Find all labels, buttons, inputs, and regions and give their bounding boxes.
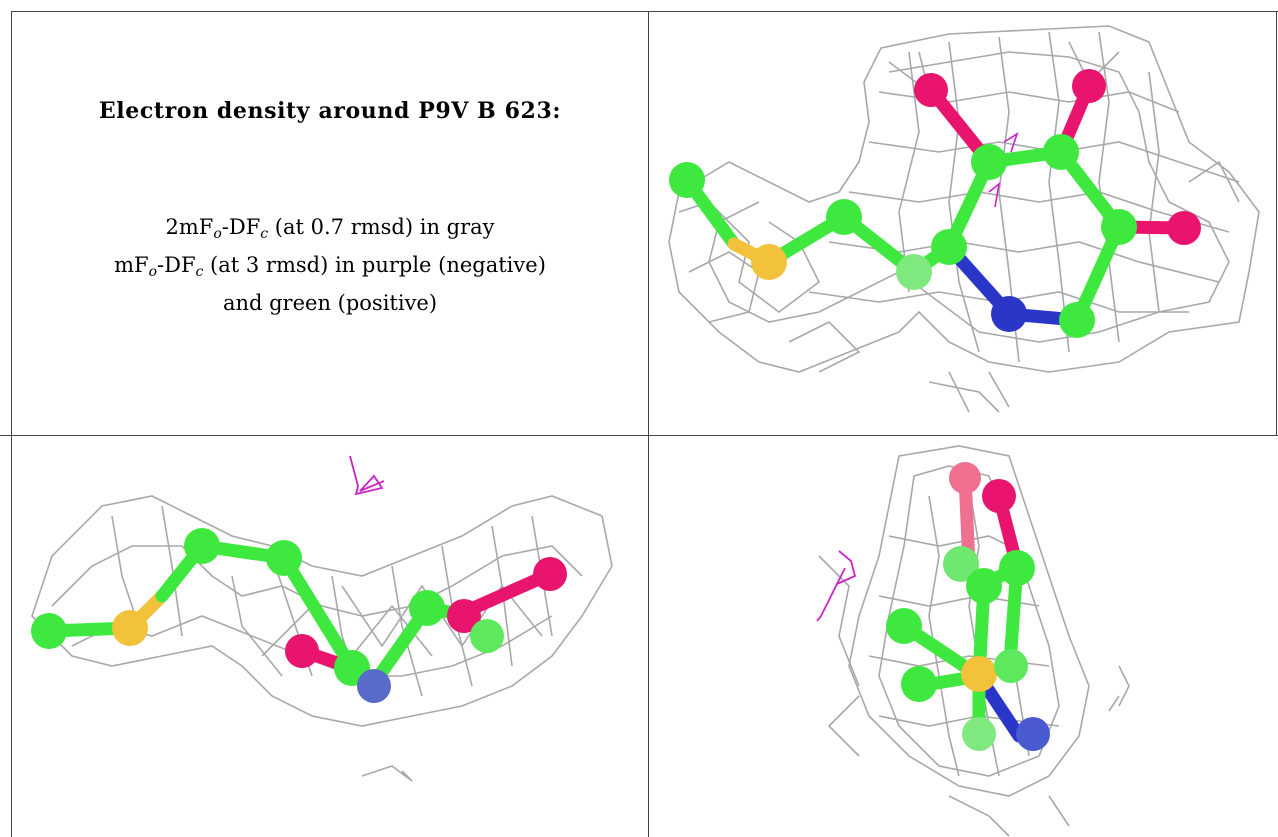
atom-carbon bbox=[669, 162, 705, 198]
molecule-view-2-svg bbox=[31, 455, 613, 782]
molecule-view-1-svg bbox=[668, 25, 1260, 413]
negative-density-blobs bbox=[988, 132, 1019, 208]
molecule-view-3-svg bbox=[816, 445, 1130, 837]
density-view-bottom-left bbox=[12, 436, 648, 837]
legend-line1-suffix: (at 0.7 rmsd) in gray bbox=[268, 215, 495, 239]
atoms bbox=[669, 69, 1201, 338]
legend-line2-sub-o: o bbox=[148, 264, 158, 280]
legend-line-2mfo: 2mFo-DFc (at 0.7 rmsd) in gray bbox=[12, 208, 648, 246]
atom-oxygen bbox=[447, 599, 481, 633]
atom-carbon bbox=[943, 546, 979, 582]
atom-oxygen bbox=[285, 634, 319, 668]
atom-carbon bbox=[966, 568, 1002, 604]
legend-line2-suffix: (at 3 rmsd) in purple (negative) bbox=[203, 253, 546, 277]
caption-panel: Electron density around P9V B 623: 2mFo-… bbox=[12, 12, 648, 435]
grid-top-border bbox=[11, 11, 1278, 12]
atom-sulfur bbox=[751, 244, 787, 280]
atom-carbon bbox=[1059, 302, 1095, 338]
atom-carbon bbox=[962, 717, 996, 751]
atom-carbon bbox=[470, 619, 504, 653]
atom-nitrogen bbox=[991, 296, 1027, 332]
grid-right-border bbox=[1276, 11, 1277, 435]
atom-carbon bbox=[1043, 134, 1079, 170]
atom-carbon bbox=[266, 540, 302, 576]
atom-oxygen bbox=[1072, 69, 1106, 103]
atom-carbon bbox=[994, 649, 1028, 683]
atom-carbon bbox=[886, 608, 922, 644]
negative-density-blobs bbox=[816, 550, 857, 622]
atoms bbox=[886, 462, 1050, 751]
atom-nitrogen bbox=[357, 669, 391, 703]
atom-sulfur bbox=[112, 610, 148, 646]
grid-middle-border bbox=[0, 435, 1278, 436]
atom-carbon bbox=[901, 666, 937, 702]
legend-line2-sub-c: c bbox=[195, 264, 204, 280]
legend-line2-prefix: mF bbox=[114, 253, 149, 277]
bonds bbox=[680, 79, 1191, 327]
atom-oxygen bbox=[949, 462, 981, 494]
negative-density-blobs bbox=[349, 455, 385, 496]
atom-carbon bbox=[999, 550, 1035, 586]
atom-carbon bbox=[409, 590, 445, 626]
legend-line-colors: and green (positive) bbox=[222, 291, 438, 315]
legend-line1-mid: -DF bbox=[221, 215, 261, 239]
legend-line-mfo: mFo-DFc (at 3 rmsd) in purple (negative) bbox=[12, 246, 648, 284]
mesh-2fofc bbox=[818, 445, 1130, 837]
atom-oxygen bbox=[982, 479, 1016, 513]
atom-carbon bbox=[31, 613, 67, 649]
legend-line1-sub-o: o bbox=[213, 226, 222, 242]
figure-title: Electron density around P9V B 623: bbox=[98, 98, 562, 124]
atom-oxygen bbox=[1167, 211, 1201, 245]
legend-line1-sub-c: c bbox=[260, 226, 269, 242]
atoms bbox=[31, 528, 567, 703]
atom-nitrogen bbox=[1016, 717, 1050, 751]
atom-sulfur bbox=[961, 656, 997, 692]
grid-left-border bbox=[11, 11, 12, 837]
atom-carbon bbox=[971, 144, 1007, 180]
atom-carbon bbox=[1101, 209, 1137, 245]
atom-carbon bbox=[931, 229, 967, 265]
density-view-top-right bbox=[649, 12, 1276, 435]
grid-center-divider bbox=[648, 11, 649, 837]
atom-carbon bbox=[184, 528, 220, 564]
atom-carbon bbox=[896, 254, 932, 290]
legend-line1-prefix: 2mF bbox=[165, 215, 214, 239]
atom-oxygen bbox=[533, 557, 567, 591]
atom-carbon bbox=[826, 199, 862, 235]
legend-line2-mid: -DF bbox=[157, 253, 196, 277]
atom-oxygen bbox=[914, 73, 948, 107]
density-view-bottom-right bbox=[649, 436, 1278, 837]
legend-text: 2mFo-DFc (at 0.7 rmsd) in gray mFo-DFc (… bbox=[12, 208, 648, 322]
